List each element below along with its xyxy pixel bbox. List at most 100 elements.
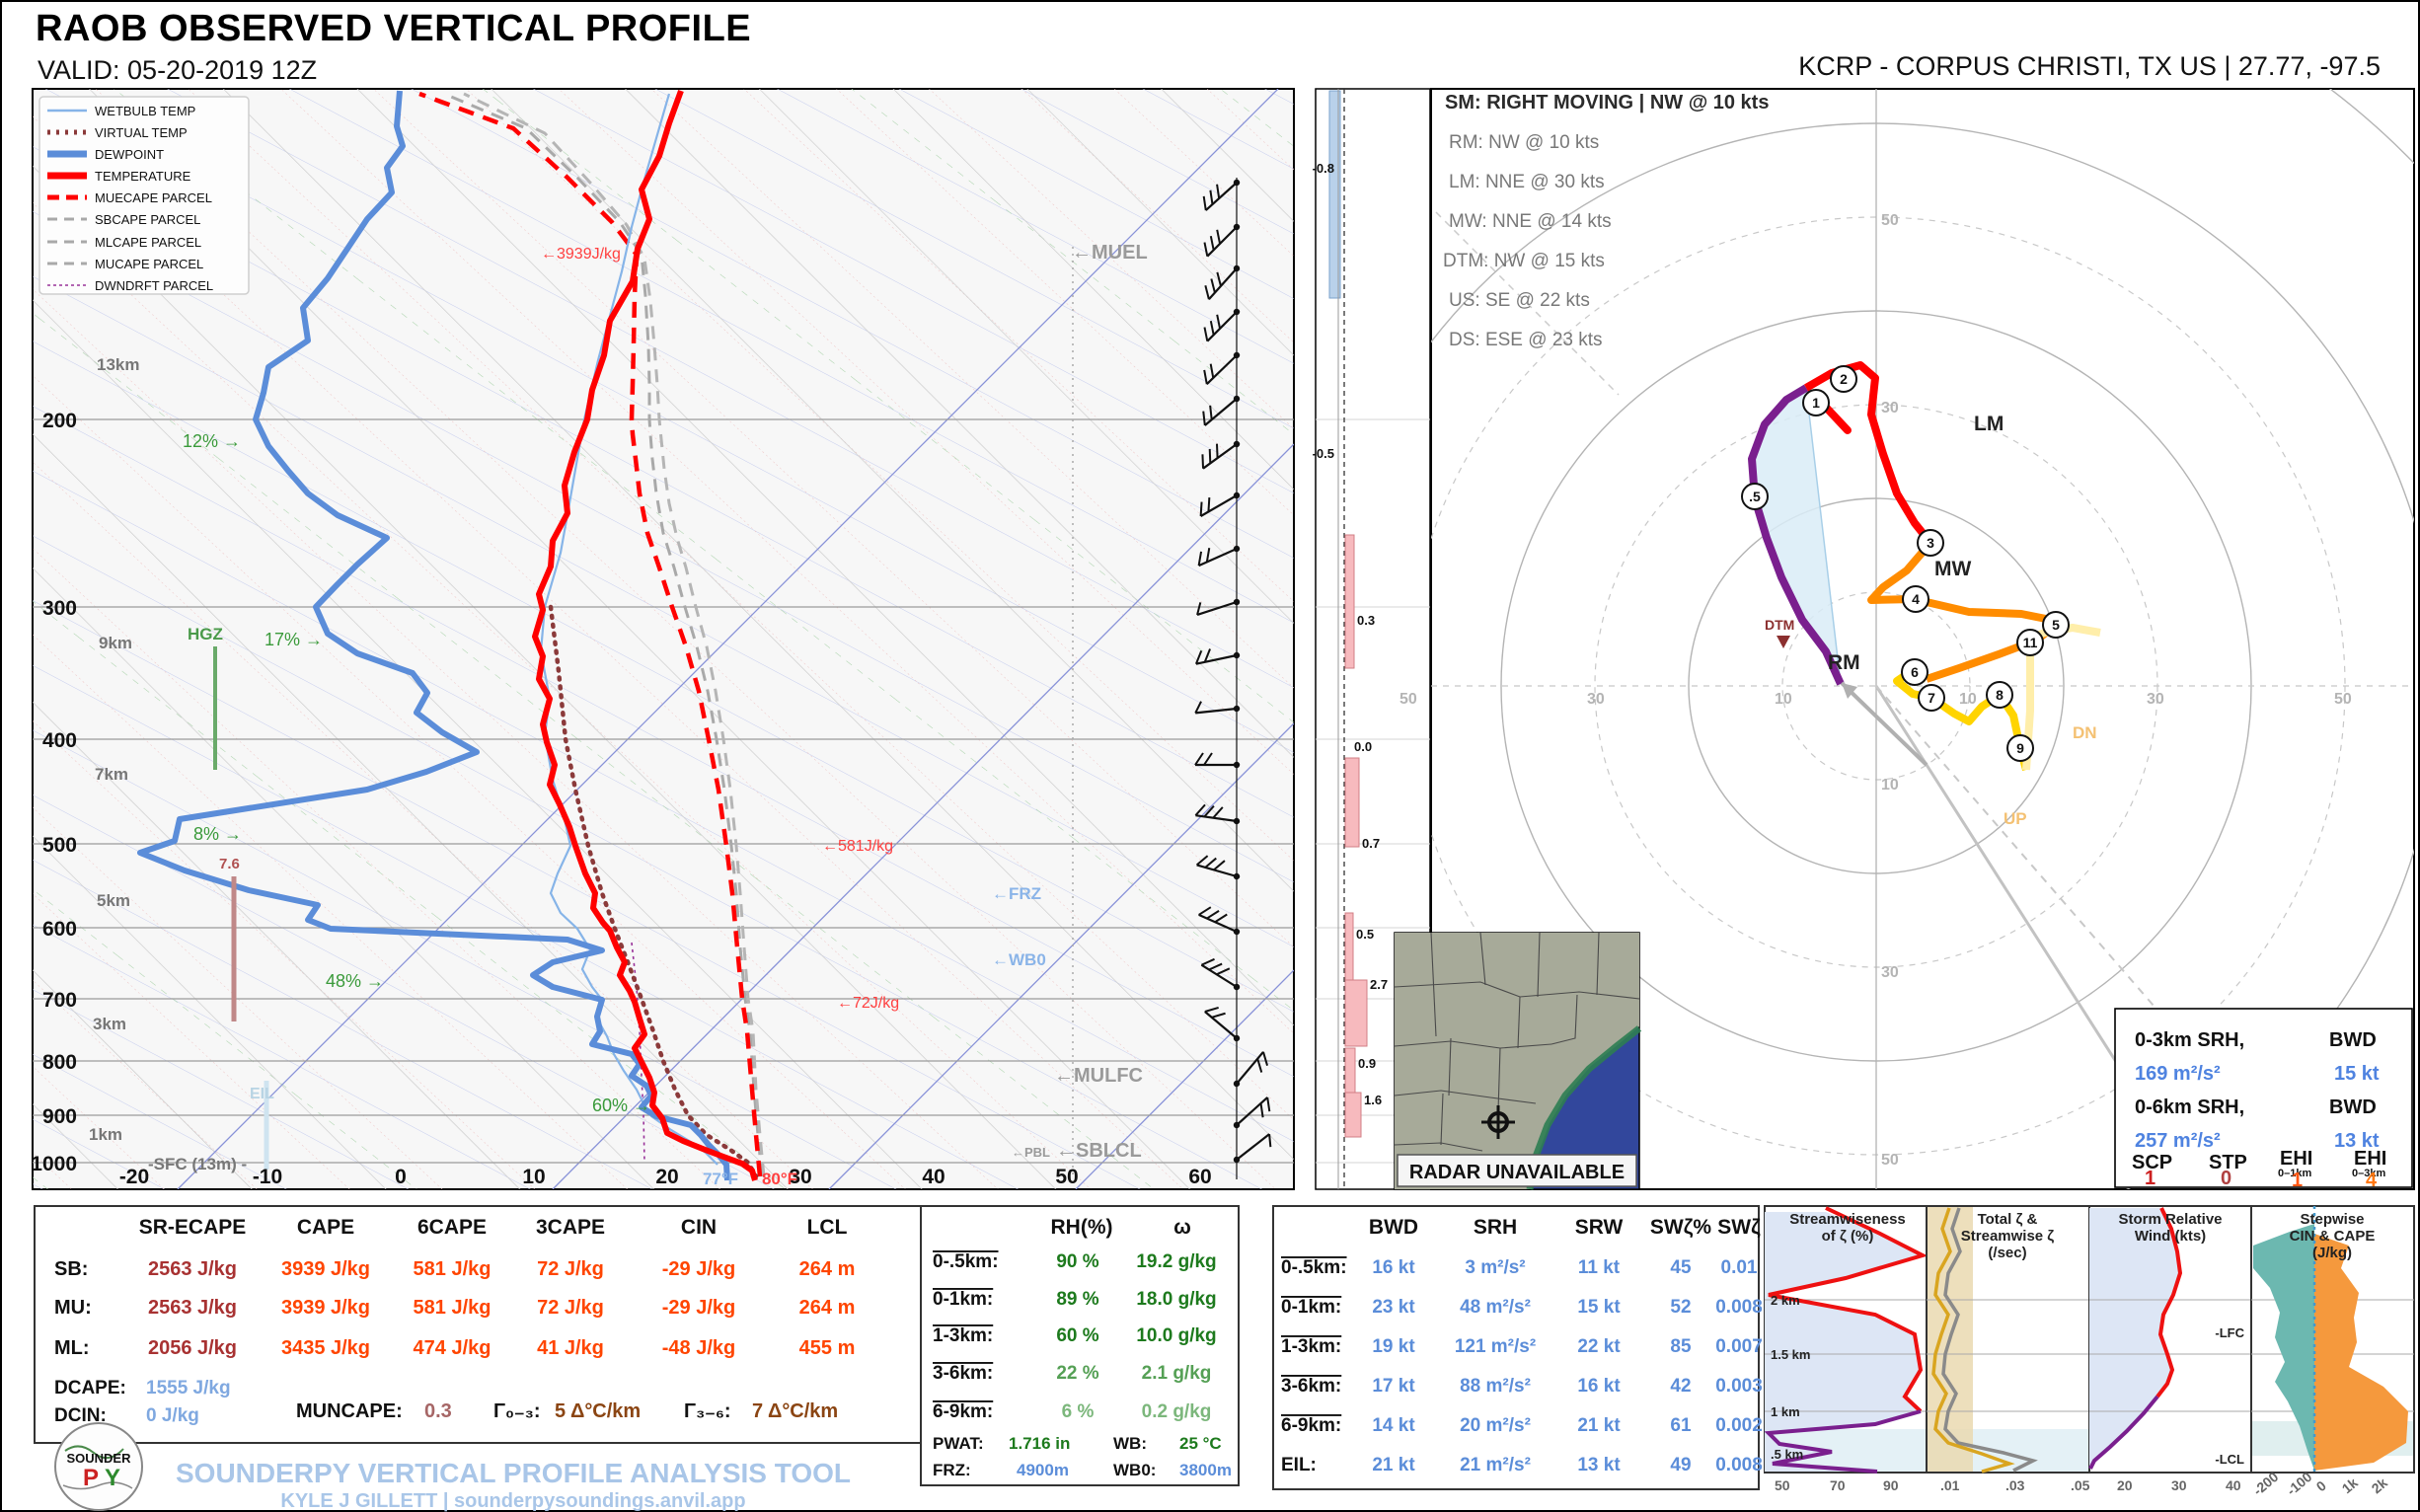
- skewt-panel: 200 300 400 500 600 700 800 900 1000 13k…: [31, 88, 1295, 1190]
- footer: SOUNDER P Y SOUNDERPY VERTICAL PROFILE A…: [54, 1422, 851, 1512]
- thermo-header: CAPE: [297, 1216, 354, 1239]
- panel-ylabel: 1.5 km: [1771, 1347, 1810, 1362]
- dcape-label: DCAPE:: [54, 1378, 126, 1399]
- svg-text:8: 8: [1996, 687, 2004, 703]
- thermo-header: 6CAPE: [417, 1216, 487, 1239]
- panel4-title2: CIN & CAPE: [2290, 1228, 2376, 1245]
- srw-1-3: 22 kt: [1577, 1336, 1621, 1357]
- pressure-tick: 400: [42, 729, 77, 752]
- height-label: 7km: [95, 765, 128, 784]
- rh-3-6: 22 %: [1056, 1363, 1098, 1384]
- temp-tick: 0: [395, 1166, 407, 1188]
- svg-text:7: 7: [1928, 690, 1935, 706]
- scp-value: 1: [2145, 1168, 2155, 1189]
- pressure-tick: 200: [42, 410, 77, 432]
- omega-value: -0.8: [1313, 161, 1334, 176]
- pressure-tick: 700: [42, 989, 77, 1012]
- thermo-header: CIN: [681, 1216, 717, 1239]
- kin-row-label: 0-.5km:: [1281, 1257, 1347, 1278]
- pressure-tick: 900: [42, 1105, 77, 1128]
- panel4-title3: (J/kg): [2312, 1245, 2352, 1261]
- svg-text:4: 4: [1912, 591, 1920, 607]
- wb0-label: WB0:: [1113, 1461, 1156, 1479]
- radar-unavailable-note: RADAR UNAVAILABLE: [1409, 1162, 1625, 1183]
- panel4-tick: 2k: [2369, 1474, 2390, 1496]
- kin-header: BWD: [1369, 1216, 1418, 1239]
- moist-row-label: 6-9km:: [933, 1401, 993, 1422]
- temp-tick: -10: [253, 1166, 282, 1188]
- bwd-3-6: 17 kt: [1372, 1376, 1415, 1397]
- ring-label: 30: [1881, 964, 1899, 981]
- kinematics-table: BWD SRH SRW SWζ% SWζ 0-.5km: 16 kt 3 m²/s…: [1272, 1205, 1763, 1490]
- ehi3-value: 4: [2366, 1170, 2378, 1191]
- srh-0-1: 48 m²/s²: [1460, 1297, 1531, 1318]
- svg-text:9: 9: [2016, 740, 2024, 756]
- cape581-annotation: ←581J/kg: [822, 838, 893, 855]
- kin-row-label: EIL:: [1281, 1455, 1317, 1475]
- kin-header: SRW: [1575, 1216, 1624, 1239]
- rh-0-05: 90 %: [1056, 1251, 1098, 1272]
- panel2-title: Total ζ &: [1978, 1211, 2038, 1228]
- eil-label: EIL: [250, 1086, 274, 1102]
- motion-line-lm: LM: NNE @ 30 kts: [1449, 172, 1605, 192]
- valid-time: VALID: 05-20-2019 12Z: [38, 55, 318, 85]
- ring-label: 10: [1959, 691, 1977, 708]
- frz-value: 4900m: [1017, 1461, 1069, 1479]
- up-label: UP: [2004, 809, 2027, 828]
- bwd-0-6-label: BWD: [2329, 1096, 2377, 1118]
- omega-value: 0.9: [1358, 1056, 1376, 1071]
- page-title: RAOB OBSERVED VERTICAL PROFILE: [36, 8, 752, 49]
- ring-label: 30: [1587, 691, 1605, 708]
- svg-text:3: 3: [1927, 535, 1934, 551]
- temp-tick: -20: [119, 1166, 149, 1188]
- motion-line-us: US: SE @ 22 kts: [1449, 290, 1590, 311]
- stp-label: STP: [2209, 1152, 2247, 1173]
- moist-row-label: 3-6km:: [933, 1363, 993, 1384]
- mu-cape: 3939 J/kg: [281, 1297, 370, 1319]
- pressure-tick: 1000: [31, 1153, 77, 1175]
- temp-tick: 40: [922, 1166, 945, 1188]
- thermo-row-label: SB:: [54, 1258, 88, 1280]
- dn-label: DN: [2073, 723, 2097, 742]
- legend-label: MUCAPE PARCEL: [95, 257, 203, 271]
- omega-down-bars: [1344, 534, 1368, 1138]
- bwd-0-3-label: BWD: [2329, 1029, 2377, 1051]
- county-lines: [1394, 932, 1640, 1152]
- cape-annotation: ←3939J/kg: [541, 246, 621, 263]
- bwd-0-3-value: 15 kt: [2334, 1063, 2380, 1085]
- surface-dewpoint-f: 77°F: [703, 1170, 738, 1188]
- map-inset: RADAR UNAVAILABLE: [1394, 932, 1642, 1190]
- hodograph-panel: SM: RIGHT MOVING | NW @ 10 kts RM: NW @ …: [1394, 88, 2415, 1191]
- omega-value: 2.7: [1370, 977, 1388, 992]
- kin-header: SWζ: [1717, 1216, 1761, 1239]
- thermo-row-label: MU:: [54, 1297, 92, 1319]
- temp-tick: 10: [522, 1166, 545, 1188]
- wb0-annotation: ←WB0: [992, 950, 1046, 969]
- pbl-annotation: ←PBL: [1012, 1145, 1050, 1160]
- ring-label: 50: [1881, 1152, 1899, 1169]
- hodo-trace-6-9km: [1893, 666, 2030, 772]
- srw-fill: [2089, 1208, 2180, 1469]
- temp-tick: 30: [789, 1166, 811, 1188]
- sb-lcl: 264 m: [799, 1258, 856, 1280]
- swz-1-3: 0.007: [1715, 1336, 1763, 1357]
- dtm-label: DTM: [1765, 617, 1794, 633]
- station-location: KCRP - CORPUS CHRISTI, TX US | 27.77, -9…: [1798, 51, 2381, 81]
- mu-3cape: 72 J/kg: [537, 1297, 604, 1319]
- ml-cin: -48 J/kg: [662, 1337, 735, 1359]
- omega-value: 0.7: [1362, 836, 1380, 851]
- dcin-value: 0 J/kg: [146, 1405, 199, 1426]
- srw-line-lower: [2088, 1395, 2159, 1470]
- mw-label: MW: [1934, 558, 1971, 580]
- kin-header: SWζ%: [1650, 1216, 1711, 1239]
- panel3-tick: 40: [2226, 1477, 2241, 1493]
- srh-6-9: 20 m²/s²: [1460, 1415, 1531, 1436]
- rh48-annotation: 48% →: [326, 971, 384, 991]
- panel-ylabel: .5 km: [1771, 1447, 1803, 1462]
- dcin-label: DCIN:: [54, 1405, 107, 1426]
- swz-3-6: 0.003: [1715, 1376, 1763, 1397]
- temp-tick: 20: [655, 1166, 678, 1188]
- height-label: 1km: [89, 1125, 122, 1144]
- bwd-eil: 21 kt: [1372, 1455, 1415, 1475]
